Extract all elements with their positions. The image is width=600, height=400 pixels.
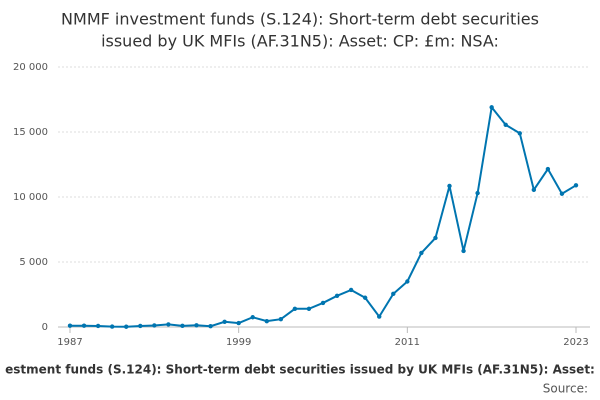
point xyxy=(531,187,537,193)
point xyxy=(292,306,298,311)
point xyxy=(222,319,227,324)
x-tick-label: 1987 xyxy=(57,337,82,348)
point xyxy=(124,324,129,329)
point xyxy=(517,131,522,136)
point xyxy=(433,235,438,241)
y-tick-label: 0 xyxy=(42,322,48,333)
line xyxy=(70,104,577,328)
point xyxy=(67,323,73,328)
point xyxy=(377,314,382,319)
point xyxy=(461,248,466,254)
y-tick-label: 5 000 xyxy=(19,257,48,268)
point xyxy=(475,190,480,196)
x-axis-label: estment funds (S.124): Short-term debt s… xyxy=(5,363,595,377)
source: Source: xyxy=(543,382,588,396)
point xyxy=(489,105,494,110)
point xyxy=(152,323,157,328)
y-tick-label: 20 000 xyxy=(13,62,48,73)
point xyxy=(320,300,326,306)
point xyxy=(348,287,354,293)
point xyxy=(278,317,284,322)
x-tick-label: 2011 xyxy=(395,337,420,348)
point xyxy=(236,320,241,326)
point xyxy=(559,191,565,196)
point xyxy=(362,295,368,300)
chart-title: NMMF investment funds (S.124): Short-ter… xyxy=(61,10,539,29)
point xyxy=(180,323,185,329)
point xyxy=(334,293,340,298)
chart-title: issued by UK MFIs (AF.31N5): Asset: CP: … xyxy=(101,32,499,51)
point xyxy=(264,318,269,324)
point xyxy=(208,324,213,329)
point xyxy=(250,315,255,320)
y-tick-label: 15 000 xyxy=(13,127,48,138)
x-tick-label: 2023 xyxy=(563,337,588,348)
point xyxy=(573,183,579,188)
point xyxy=(194,323,199,328)
point xyxy=(405,279,410,284)
point xyxy=(138,323,143,329)
x-tick-label: 1999 xyxy=(226,337,251,348)
point xyxy=(545,166,551,172)
point xyxy=(81,323,87,328)
point xyxy=(391,291,396,297)
point xyxy=(419,250,424,256)
point xyxy=(306,306,312,311)
point xyxy=(166,322,171,327)
point xyxy=(447,183,452,189)
point xyxy=(503,122,508,128)
y-tick-label: 10 000 xyxy=(13,192,48,203)
point xyxy=(95,323,101,329)
point xyxy=(109,324,115,329)
